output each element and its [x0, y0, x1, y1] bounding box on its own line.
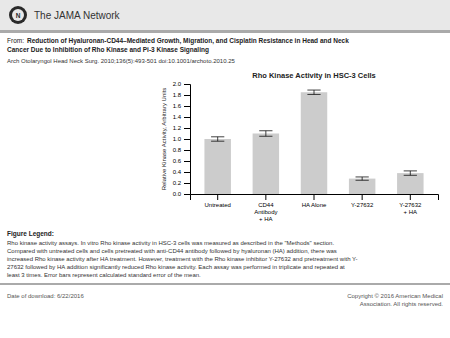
- text-line: + HA: [259, 216, 273, 222]
- footer-right: Copyright © 2016 American Medical Associa…: [347, 293, 443, 307]
- y-tick-mark: [184, 106, 190, 107]
- y-tick-label: 0.8: [173, 147, 182, 153]
- x-tick: CD44Antibody+ HA: [254, 194, 277, 222]
- y-tick: 0.0: [173, 191, 190, 197]
- y-tick: 1.6: [173, 103, 190, 109]
- y-tick-mark: [184, 117, 190, 118]
- text-line: Copyright © 2016 American Medical: [347, 293, 443, 299]
- text-line: Antibody: [254, 209, 277, 215]
- x-axis-line: [191, 195, 439, 201]
- x-tick-mark: [362, 194, 363, 200]
- error-bar: [307, 90, 320, 94]
- y-tick-mark: [184, 150, 190, 151]
- figure-legend-line: least 3 times. Error bars represent calc…: [7, 272, 201, 278]
- x-tick-mark: [217, 194, 218, 200]
- x-tick-label: Y-27632: [351, 202, 374, 208]
- y-axis-line: [184, 85, 191, 195]
- header-title: Cancer Due to Inhibition of Rho Kinase a…: [7, 46, 209, 54]
- figure-legend-line: Rho kinase activity assays. In vitro Rho…: [7, 240, 334, 246]
- y-axis: 0.0 0.2 0.4 0.6 0.8 1.0 1.2 1.4 1.6 1.8 2.0: [173, 81, 191, 197]
- marks: [204, 90, 423, 194]
- y-tick: 1.8: [173, 92, 190, 98]
- bar: [253, 134, 279, 195]
- page: N The JAMA Network From:Reduction of Hyalu…: [0, 0, 450, 338]
- y-tick-label: 2.0: [173, 81, 182, 87]
- x-tick: Y-27632+ HA: [399, 194, 422, 215]
- bar: [204, 139, 230, 194]
- x-tick: Y-27632: [351, 194, 374, 208]
- y-tick: 1.0: [173, 136, 190, 142]
- x-axis: UntreatedCD44Antibody+ HAHA AloneY-27632…: [191, 194, 439, 222]
- logo-bar: [0, 0, 450, 30]
- x-tick-label: CD44Antibody+ HA: [254, 202, 277, 222]
- separator: [0, 283, 450, 285]
- y-tick-mark: [184, 95, 190, 96]
- x-tick: Untreated: [205, 194, 231, 208]
- logo-inner: [12, 9, 24, 21]
- plot: Rho Kinase Activity in HSC-3 Cells 0.0 0.2…: [161, 71, 439, 222]
- bar: [349, 179, 375, 194]
- y-tick: 1.4: [173, 114, 190, 120]
- y-tick-mark: [184, 194, 190, 195]
- header-title: Reduction of Hyaluronan-CD44–Mediated Gr…: [27, 37, 349, 45]
- y-axis-title: Relative Kinase Activity, Arbitrary Unit…: [161, 88, 167, 191]
- y-tick-mark: [184, 139, 190, 140]
- x-tick-label: Untreated: [205, 202, 231, 208]
- y-tick-label: 1.8: [173, 92, 182, 98]
- header-from: From:: [7, 37, 24, 44]
- y-tick-label: 1.4: [173, 114, 182, 120]
- figure-legend-line: Compared with untreated cells and cells …: [7, 248, 337, 254]
- figure-legend-title: Figure Legend:: [7, 230, 54, 238]
- text-line: Y-27632: [351, 202, 374, 208]
- chart-title: Rho Kinase Activity in HSC-3 Cells: [252, 71, 376, 80]
- y-tick-label: 1.2: [173, 125, 182, 131]
- error-bar: [356, 177, 369, 180]
- subheader: Arch Otolaryngol Head Neck Surg. 2010;13…: [7, 58, 235, 64]
- y-tick-label: 0.0: [173, 191, 182, 197]
- y-tick-label: 0.2: [173, 180, 182, 186]
- bar: [397, 173, 423, 194]
- y-tick: 0.2: [173, 180, 190, 186]
- y-tick-mark: [184, 172, 190, 173]
- logo-letter: N: [16, 12, 21, 19]
- text-line: Untreated: [205, 202, 231, 208]
- y-tick: 1.2: [173, 125, 190, 131]
- logo-text: The JAMA Network: [34, 10, 121, 21]
- y-tick: 0.4: [173, 169, 190, 175]
- y-tick-label: 0.4: [173, 169, 182, 175]
- x-tick: HA Alone: [302, 194, 327, 208]
- text-line: CD44: [258, 202, 274, 208]
- footer-left: Date of download: 6/22/2016: [7, 293, 84, 299]
- error-bar: [211, 137, 224, 141]
- y-tick: 2.0: [173, 81, 190, 87]
- x-tick-mark: [265, 194, 266, 200]
- x-tick-label: Y-27632+ HA: [399, 202, 422, 215]
- text-line: HA Alone: [302, 202, 327, 208]
- y-tick: 0.8: [173, 147, 190, 153]
- error-bar: [404, 171, 417, 175]
- figure-legend-line: 27632 followed by HA addition significan…: [7, 264, 345, 270]
- separator: [0, 30, 450, 33]
- text-line: Y-27632: [399, 202, 422, 208]
- y-tick-mark: [184, 161, 190, 162]
- error-bar: [259, 131, 272, 137]
- logo-ring: [9, 6, 27, 24]
- text-line: + HA: [404, 209, 418, 215]
- y-tick-mark: [184, 128, 190, 129]
- y-tick-label: 1.0: [173, 136, 182, 142]
- figure-legend-line: increased Rho kinase activity after HA t…: [7, 256, 358, 262]
- text-line: Association. All rights reserved.: [360, 301, 444, 307]
- x-tick-mark: [314, 194, 315, 200]
- y-tick-label: 0.6: [173, 158, 182, 164]
- y-tick-mark: [184, 84, 190, 85]
- x-tick-label: HA Alone: [302, 202, 327, 208]
- y-tick-mark: [184, 183, 190, 184]
- y-tick: 0.6: [173, 158, 190, 164]
- y-tick-label: 1.6: [173, 103, 182, 109]
- bar: [301, 92, 327, 194]
- x-tick-mark: [410, 194, 411, 200]
